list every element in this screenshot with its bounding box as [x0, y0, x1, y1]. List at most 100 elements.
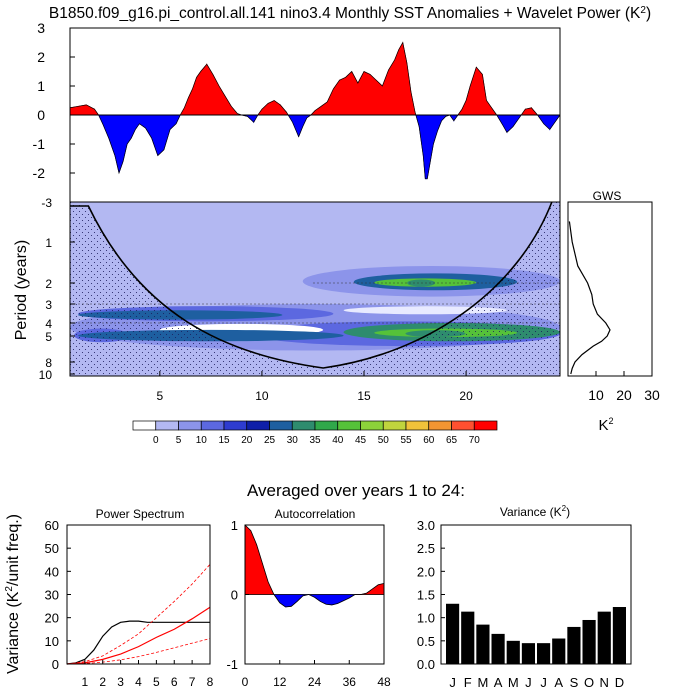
variance-bar [567, 626, 581, 664]
ps-ylabel-sup: 2 [4, 586, 15, 592]
colorbar-swatch [223, 420, 248, 431]
colorbar-swatch [428, 420, 452, 431]
ac-x-tick-label: 0 [242, 675, 249, 689]
ac-y-tick-label: 1 [231, 518, 238, 533]
colorbar-label: 70 [469, 435, 481, 446]
variance-bar [446, 603, 460, 664]
wavelet-y-tick-label: -3 [41, 196, 52, 210]
ac-x-tick-label: 48 [377, 675, 391, 689]
sst-y-tick-label: -1 [33, 136, 46, 152]
figure-title-text: B1850.f09_g16.pi_control.all.141 nino3.4… [49, 5, 641, 22]
wavelet-y-ticks: -3 1 2 3 45 810 [39, 196, 75, 382]
wavelet-frame [69, 201, 561, 377]
gws-line [568, 221, 611, 375]
variance-x-tick-label: J [449, 675, 456, 690]
variance-bar [521, 643, 535, 664]
wavelet-y-tick-label: 4 [45, 317, 52, 331]
variance-y-tick-label: 2.5 [417, 541, 435, 556]
power-spectrum-series [66, 620, 210, 665]
sst-y-tick-label: -2 [33, 165, 46, 181]
ac-x-tick-label: 24 [308, 675, 322, 689]
ps-x-tick-label: 3 [117, 675, 124, 689]
gws-panel: GWS 10 20 30 K2 [567, 189, 660, 434]
variance-y-tick-label: 1.5 [417, 588, 435, 603]
wavelet-y-tick-label: 3 [45, 298, 52, 312]
variance-bar [461, 611, 475, 664]
variance-title: Variance (K2) [500, 504, 570, 519]
ps-y-tick-label: 30 [45, 588, 59, 603]
colorbar-swatch [155, 420, 179, 431]
sst-y-tick-label: 2 [37, 49, 45, 65]
sst-anomaly-y-ticks: -2 -1 0 1 2 3 [33, 20, 75, 181]
variance-title-text: Variance (K [500, 505, 562, 519]
ps-x-tick-label: 1 [82, 675, 89, 689]
ps-ylabel-b: /unit freq.) [5, 514, 22, 586]
colorbar-swatch [132, 420, 157, 431]
sst-positive-fill [69, 41, 539, 116]
ps-y-tick-label: 10 [45, 634, 59, 649]
power-spectrum-series [66, 564, 211, 665]
variance-bar [612, 607, 626, 664]
colorbar-swatch [200, 420, 225, 431]
cone-outside-stipple [70, 202, 560, 376]
gws-frame [567, 201, 653, 377]
variance-y-tick-label: 1.0 [417, 611, 435, 626]
ps-y-tick-label: 20 [45, 611, 59, 626]
wavelet-y-tick-label: 10 [39, 368, 53, 382]
wavelet-x-tick-label: 20 [459, 389, 473, 403]
variance-x-tick-label: N [600, 675, 609, 690]
sst-anomaly-fills [69, 41, 561, 180]
wavelet-x-ticks: 5 10 15 20 [156, 371, 473, 403]
ps-x-tick-label: 2 [99, 675, 106, 689]
colorbar-label: 55 [400, 435, 412, 446]
gws-x-ticks: 10 20 30 [588, 371, 660, 403]
variance-x-tick-label: A [554, 675, 563, 690]
variance-bar [506, 640, 520, 664]
ac-y-tick-label: 0 [231, 588, 238, 603]
colorbar-swatch [269, 420, 293, 431]
power-spectrum-frame [66, 524, 211, 665]
colorbar-label: 10 [196, 435, 208, 446]
ps-y-tick-label: 0 [52, 657, 59, 672]
wavelet-y-axis-label: Period (years) [13, 240, 30, 340]
sst-y-tick-label: 0 [37, 107, 45, 123]
colorbar-swatch [451, 420, 475, 431]
variance-y-tick-label: 0.5 [417, 634, 435, 649]
colorbar-label: 30 [287, 435, 299, 446]
colorbar-swatch [473, 420, 498, 431]
wavelet-x-tick-label: 10 [255, 389, 269, 403]
autocorrelation-y-ticks: -1 0 1 [226, 518, 249, 672]
variance-title-superscript: 2 [562, 504, 567, 513]
wavelet-y-tick-label: 2 [45, 277, 52, 291]
power-spectrum-y-axis-label: Variance (K2/unit freq.) [4, 514, 22, 674]
wavelet-y-tick-label: 8 [45, 356, 52, 370]
colorbar-swatch [178, 420, 202, 431]
cone-of-influence-line [70, 201, 553, 369]
colorbar-label: 20 [241, 435, 253, 446]
sst-anomaly-line [69, 41, 561, 180]
variance-x-tick-label: F [464, 675, 472, 690]
ps-y-tick-label: 60 [45, 518, 59, 533]
gws-x-label-superscript: 2 [609, 416, 614, 426]
variance-y-tick-label: 3.0 [417, 518, 435, 533]
colorbar-label: 35 [309, 435, 321, 446]
colorbar-swatch [382, 420, 407, 431]
sst-y-tick-label: 3 [37, 20, 45, 36]
wavelet-y-tick-label: 5 [45, 330, 52, 344]
figure-title-close: ) [646, 5, 651, 22]
power-spectrum-series [66, 638, 211, 665]
colorbar-swatch [246, 420, 270, 431]
ps-ylabel-a: Variance (K [5, 591, 22, 674]
power-spectrum-title: Power Spectrum [96, 507, 185, 521]
power-spectrum-series [66, 606, 211, 665]
colorbar-label: 15 [218, 435, 230, 446]
variance-x-tick-label: M [477, 675, 488, 690]
wavelet-x-tick-label: 5 [156, 389, 163, 403]
gws-x-axis-label: K2 [598, 416, 613, 434]
variance-x-tick-label: S [570, 675, 579, 690]
variance-x-tick-label: M [508, 675, 519, 690]
